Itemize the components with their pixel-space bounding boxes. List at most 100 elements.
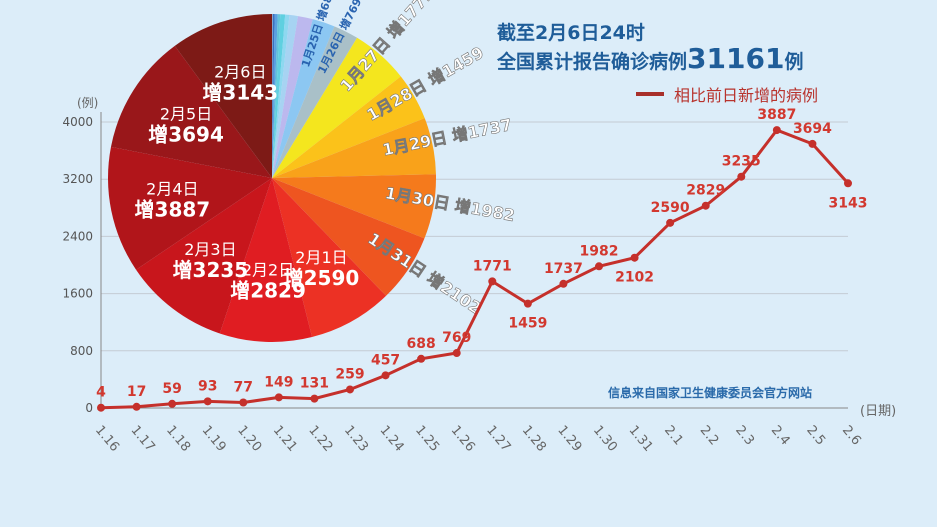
title-prefix: 全国累计报告确诊病例 [497,51,688,73]
x-tick-label: 1.22 [305,423,335,455]
x-axis-label: (日期) [860,404,897,419]
pie-slice [272,14,299,178]
y-tick-label: 1600 [62,287,93,301]
pie-label-date: 2月5日 [160,105,212,124]
pie-slice [136,178,272,334]
y-tick-label: 3200 [62,172,93,186]
data-label: 2102 [615,270,654,286]
pie-slice [272,14,273,178]
data-label: 769 [442,330,471,346]
pie-slice [272,14,275,178]
data-point [346,385,354,394]
total-count: 31161 [687,42,785,75]
legend: 相比前日新增的病例 [636,82,818,106]
y-tick-label: 0 [85,401,93,415]
data-point [97,403,105,412]
x-tick-label: 1.25 [412,423,442,455]
x-tick-label: 2.2 [697,423,722,448]
data-label: 77 [234,379,253,395]
x-tick-label: 1.30 [590,423,620,455]
data-label: 131 [300,376,329,392]
x-tick-label: 1.20 [234,423,264,455]
pie-slice [272,76,425,178]
data-point [310,394,319,403]
pie-slice [108,146,272,270]
pie-slice [110,45,272,178]
pie-slice [272,14,278,178]
x-tick-label: 1.28 [519,423,549,455]
x-tick-label: 2.6 [839,423,864,448]
x-tick-label: 1.29 [554,423,584,455]
pie-slice [272,14,281,178]
data-point [844,179,852,188]
pie-slice [219,178,313,342]
data-label: 3694 [793,121,832,137]
y-tick-label: 2400 [62,229,93,243]
pie-label-value: 增2590 [284,266,360,290]
data-point [559,279,568,288]
data-label: 3143 [829,195,868,211]
pie-slice [272,26,358,178]
y-tick-label: 800 [70,344,93,358]
x-tick-label: 1.18 [163,423,193,455]
pie-slice [174,14,272,178]
x-tick-label: 2.1 [661,423,686,448]
data-point [523,299,532,308]
pie-slice [272,174,436,239]
data-label: 2590 [651,200,690,216]
x-tick-label: 1.21 [270,423,300,455]
title-total: 全国累计报告确诊病例31161例 [497,42,803,75]
pie-label-value: 增3694 [148,123,224,147]
data-point [274,393,283,402]
data-label: 2829 [686,183,725,199]
data-point [203,397,212,406]
data-label: 1982 [580,243,619,259]
data-label: 688 [407,336,436,352]
data-point [168,399,177,408]
data-label: 3235 [722,154,761,170]
x-tick-label: 1.27 [483,423,513,455]
legend-label: 相比前日新增的病例 [674,86,819,105]
data-point [630,253,639,262]
pie-slice [272,178,425,296]
x-tick-label: 2.5 [803,423,828,448]
pie-label-date: 2月1日 [295,248,347,267]
data-label: 457 [371,352,400,368]
data-label: 259 [335,366,364,382]
source-note: 信息来自国家卫生健康委员会官方网站 [608,386,813,400]
pie-label-value: 增3235 [173,258,249,282]
pie-slice [272,19,335,178]
data-label: 4 [96,385,106,401]
data-label: 3887 [757,107,796,123]
x-tick-label: 1.19 [199,423,229,455]
title-suffix: 例 [784,51,804,73]
x-tick-label: 1.31 [626,423,656,455]
legend-swatch [636,92,664,96]
pie-slice [272,14,286,179]
y-tick-label: 4000 [62,115,93,129]
pie-label-date: 2月4日 [146,179,198,198]
data-label: 59 [162,381,181,397]
pie-slice [272,37,401,179]
data-point [132,402,141,411]
pie-slice [272,16,313,179]
pie-label-date: 2月3日 [184,240,236,259]
y-axis-label: (例) [77,96,99,110]
pie-label-value: 增3143 [202,80,278,104]
data-label: 149 [264,374,293,390]
data-label: 93 [198,378,217,394]
x-tick-label: 1.26 [448,423,478,455]
x-tick-label: 1.17 [128,423,158,455]
title-date: 截至2月6日24时 [497,22,645,44]
data-point [808,139,817,148]
pie-slice [272,118,436,178]
data-point [452,349,461,358]
x-tick-label: 1.16 [92,423,122,455]
pie-slice [272,14,290,178]
x-tick-label: 2.4 [768,423,793,448]
data-label: 1459 [508,316,547,332]
pie-label-value: 增2829 [230,279,306,303]
data-point [666,218,675,227]
pie-slice [272,178,387,338]
